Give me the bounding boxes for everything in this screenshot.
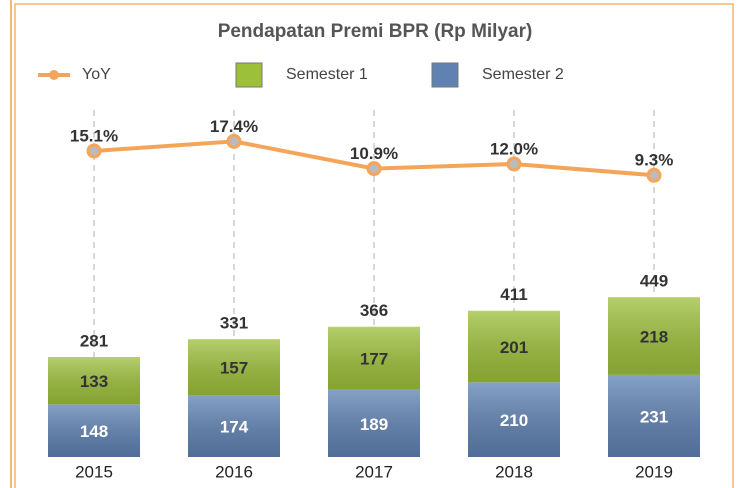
bar-shine: [48, 404, 140, 457]
x-tick-label: 2019: [635, 462, 673, 481]
total-label: 281: [80, 331, 108, 350]
line-marker: [86, 143, 102, 159]
bar-shine: [608, 374, 700, 457]
segment-label: 231: [640, 407, 668, 426]
line-label: 17.4%: [210, 117, 258, 136]
legend-swatch: [431, 62, 459, 88]
total-label: 449: [640, 272, 668, 291]
total-label: 331: [220, 314, 248, 333]
x-tick-label: 2017: [355, 462, 393, 481]
line-label: 9.3%: [635, 151, 674, 170]
bar-shine: [328, 389, 420, 457]
line-marker: [366, 161, 382, 177]
total-label: 411: [500, 285, 527, 304]
chart-title: Pendapatan Premi BPR (Rp Milyar): [218, 21, 533, 42]
bar-shine: [468, 382, 560, 457]
bar-shine: [48, 357, 140, 405]
line-label: 10.9%: [350, 144, 398, 163]
bar-shine: [188, 395, 280, 457]
legend-label: YoY: [82, 66, 111, 83]
line-marker: [506, 156, 522, 172]
line-marker: [226, 133, 242, 149]
segment-label: 177: [360, 350, 388, 369]
bar-shine: [328, 326, 420, 390]
line-marker: [646, 167, 662, 183]
legend-label: Semester 1: [286, 66, 368, 83]
segment-label: 174: [220, 418, 249, 437]
frame: [14, 3, 734, 488]
legend-marker: [49, 70, 59, 80]
line-label: 15.1%: [70, 126, 118, 145]
legend-label: Semester 2: [482, 66, 564, 83]
segment-label: 157: [220, 359, 248, 378]
segment-label: 189: [360, 415, 388, 434]
segment-label: 133: [80, 372, 108, 391]
total-label: 366: [360, 301, 388, 320]
segment-label: 148: [80, 422, 108, 441]
legend-swatch: [235, 62, 263, 88]
x-tick-label: 2016: [215, 462, 253, 481]
line-label: 12.0%: [490, 139, 538, 158]
bar-shine: [608, 297, 700, 375]
bar-shine: [468, 310, 560, 383]
segment-label: 210: [500, 411, 528, 430]
x-tick-label: 2015: [75, 462, 113, 481]
bar-shine: [188, 339, 280, 396]
segment-label: 201: [500, 338, 528, 357]
segment-label: 218: [640, 328, 668, 347]
x-tick-label: 2018: [495, 462, 533, 481]
